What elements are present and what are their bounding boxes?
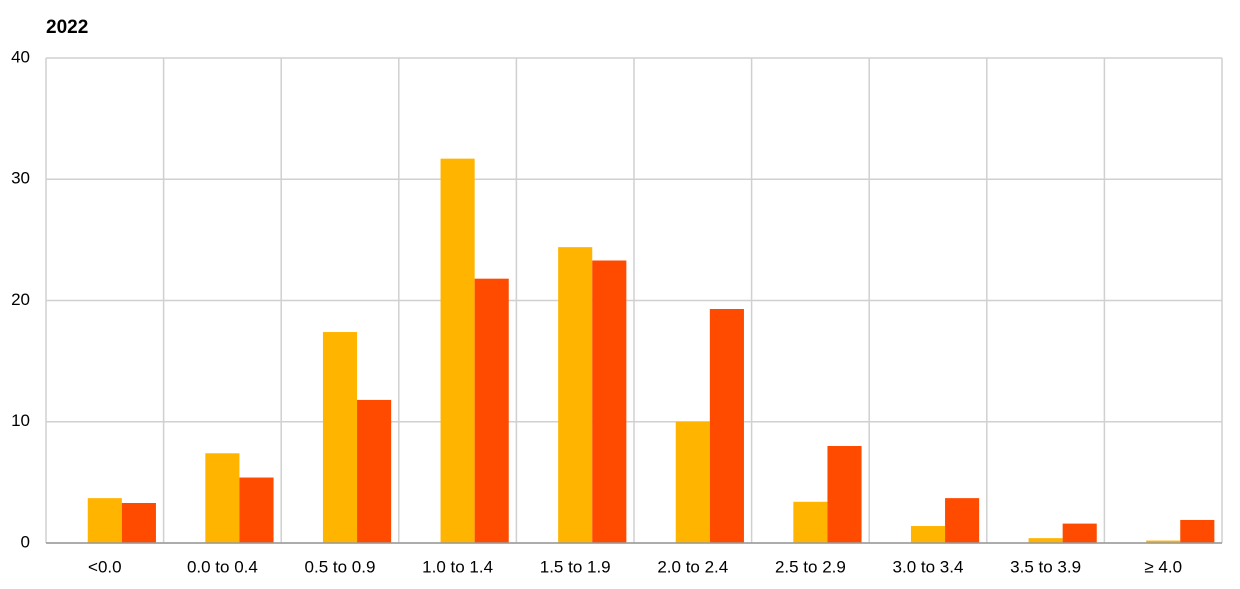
- x-tick-label: 1.0 to 1.4: [422, 557, 493, 576]
- x-tick-label: 2.5 to 2.9: [775, 557, 846, 576]
- x-tick-label: 3.5 to 3.9: [1010, 557, 1081, 576]
- bar: [1062, 523, 1097, 543]
- bar: [827, 446, 862, 543]
- bar: [1146, 540, 1181, 543]
- bar: [87, 498, 122, 543]
- x-tick-label: 1.5 to 1.9: [540, 557, 611, 576]
- bar: [121, 502, 156, 543]
- bar: [945, 498, 980, 543]
- bar: [1180, 519, 1215, 543]
- bar: [474, 278, 509, 543]
- y-tick-label: 30: [11, 169, 30, 188]
- bar: [239, 477, 274, 543]
- bar: [322, 332, 358, 543]
- bar: [592, 260, 627, 543]
- x-tick-label: 0.0 to 0.4: [187, 557, 258, 576]
- y-tick-label: 0: [21, 532, 30, 551]
- bar: [675, 421, 710, 543]
- x-tick-label: 2.0 to 2.4: [657, 557, 728, 576]
- y-tick-label: 20: [11, 290, 30, 309]
- bar: [357, 399, 392, 543]
- y-tick-label: 40: [11, 47, 30, 66]
- bar: [558, 247, 593, 543]
- bar: [910, 526, 946, 543]
- y-tick-label: 10: [11, 411, 30, 430]
- x-tick-label: 0.5 to 0.9: [305, 557, 376, 576]
- chart-title: 2022: [46, 17, 88, 38]
- x-tick-label: ≥ 4.0: [1144, 557, 1182, 576]
- bar: [440, 158, 475, 543]
- bar: [205, 453, 240, 543]
- bar: [1028, 538, 1063, 543]
- bar: [793, 501, 828, 543]
- bar: [709, 308, 744, 543]
- x-tick-label: <0.0: [88, 557, 122, 576]
- x-tick-label: 3.0 to 3.4: [893, 557, 964, 576]
